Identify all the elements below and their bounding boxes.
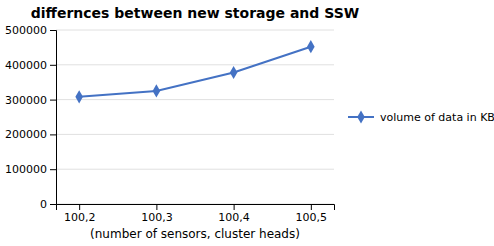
tick-label: 400000 xyxy=(5,59,47,72)
tick: 400000 xyxy=(5,59,56,72)
tick: 100,4 xyxy=(218,204,250,224)
chart: 0100000200000300000400000500000100,2100,… xyxy=(0,0,494,246)
x-axis-label: (number of sensors, cluster heads) xyxy=(90,227,300,241)
tick-label: 200000 xyxy=(5,128,47,141)
grid-line xyxy=(56,169,334,170)
tick: 500000 xyxy=(5,24,56,37)
tick-label: 100,5 xyxy=(296,211,328,224)
grid xyxy=(56,30,334,204)
axis-line xyxy=(50,31,57,205)
grid-line xyxy=(56,64,334,65)
grid-line xyxy=(56,99,334,100)
y-axis: 0 100000 200000 300000 400000 500000 xyxy=(5,24,57,211)
line xyxy=(79,47,311,97)
marks xyxy=(75,40,314,103)
tick-mark xyxy=(234,204,235,210)
tick-mark xyxy=(50,169,56,170)
point xyxy=(230,66,238,79)
tick: 100,5 xyxy=(296,204,328,224)
tick-mark xyxy=(50,134,56,135)
legend: volume of data in KB xyxy=(348,110,494,123)
point xyxy=(307,40,315,53)
tick-label: 100000 xyxy=(5,163,47,176)
point xyxy=(153,84,161,97)
tick-label: 300000 xyxy=(5,94,47,107)
tick-mark xyxy=(50,100,56,101)
tick-mark xyxy=(156,204,157,210)
plot: 0100000200000300000400000500000100,2100,… xyxy=(5,24,335,224)
x-axis: 100,2 100,3 100,4 100,5 xyxy=(57,204,335,224)
grid-line xyxy=(56,30,334,31)
grid-line xyxy=(56,134,334,135)
tick: 0 xyxy=(40,198,56,211)
legend-marker xyxy=(357,110,365,123)
tick: 300000 xyxy=(5,94,56,107)
tick: 200000 xyxy=(5,128,56,141)
tick-mark xyxy=(50,30,56,31)
tick-label: 100,2 xyxy=(64,211,96,224)
tick-label: 100,3 xyxy=(141,211,173,224)
tick-mark xyxy=(50,204,56,205)
axis-line xyxy=(57,205,335,211)
tick: 100,3 xyxy=(141,204,173,224)
tick-mark xyxy=(79,204,80,210)
tick-label: 100,4 xyxy=(218,211,250,224)
point xyxy=(75,90,83,103)
legend-label: volume of data in KB xyxy=(380,111,494,124)
legend-item: volume of data in KB xyxy=(348,110,494,123)
tick: 100000 xyxy=(5,163,56,176)
title: differnces between new storage and SSW xyxy=(31,5,359,21)
tick-label: 0 xyxy=(40,198,47,211)
tick-mark xyxy=(50,65,56,66)
tick-label: 500000 xyxy=(5,24,47,37)
tick: 100,2 xyxy=(64,204,96,224)
tick-mark xyxy=(311,204,312,210)
